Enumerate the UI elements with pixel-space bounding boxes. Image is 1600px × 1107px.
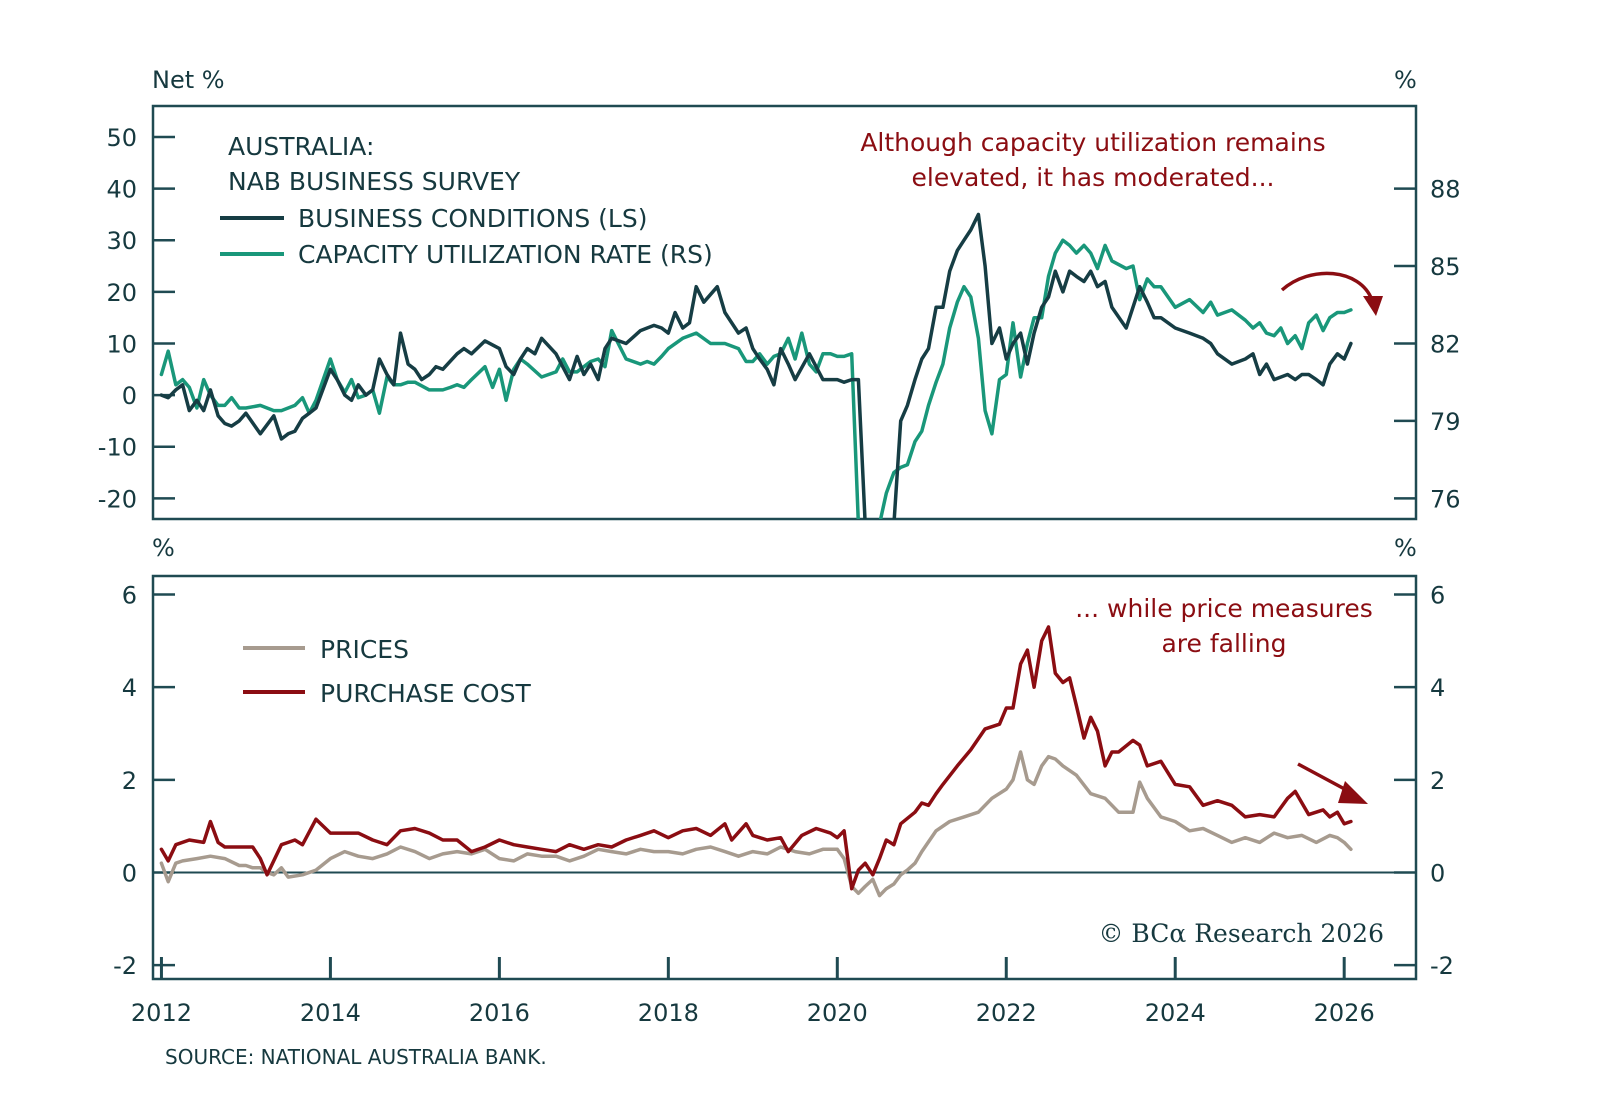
bottom-series-group [159, 625, 1353, 898]
x-tick-label: 2018 [638, 999, 699, 1027]
bottom-left-y-axis: 6 4 2 0 -2 [113, 582, 175, 980]
series-line-purchase-cost [159, 625, 1353, 891]
legend-label-business-conditions: BUSINESS CONDITIONS (LS) [298, 204, 647, 233]
bottom-left-tick-label: 2 [122, 767, 137, 795]
top-right-tick-label: 76 [1430, 485, 1461, 513]
top-left-axis-unit: Net % [152, 66, 225, 94]
bottom-left-tick-label: -2 [113, 952, 137, 980]
x-axis: 2012 2014 2016 2018 2020 2022 2024 2026 [131, 957, 1375, 1027]
legend-label-prices: PRICES [320, 635, 409, 664]
bottom-left-tick-label: 0 [122, 859, 137, 887]
bottom-right-tick-label: -2 [1430, 952, 1454, 980]
top-left-tick-label: 0 [122, 382, 137, 410]
legend-title-line-1: AUSTRALIA: [228, 132, 374, 161]
bottom-left-tick-label: 4 [122, 674, 137, 702]
x-tick-label: 2016 [469, 999, 530, 1027]
top-left-tick-label: 40 [106, 176, 137, 204]
bottom-legend: PRICES PURCHASE COST [243, 635, 531, 708]
bottom-right-tick-label: 4 [1430, 674, 1445, 702]
top-panel: Net % % 50 40 30 20 10 0 -10 -20 88 85 82 79 76 AUS… [98, 66, 1461, 521]
top-left-tick-label: -20 [98, 485, 137, 513]
top-left-tick-label: 10 [106, 330, 137, 358]
x-tick-label: 2012 [131, 999, 192, 1027]
bottom-annotation-line-1: ... while price measures [1075, 594, 1373, 623]
x-tick-label: 2026 [1314, 999, 1375, 1027]
source-note: SOURCE: NATIONAL AUSTRALIA BANK. [165, 1045, 547, 1069]
x-tick-label: 2024 [1145, 999, 1206, 1027]
bottom-right-axis-unit: % [1394, 534, 1417, 562]
top-plot-frame [151, 104, 1418, 521]
top-left-tick-label: 30 [106, 227, 137, 255]
legend-title-line-2: NAB BUSINESS SURVEY [228, 167, 521, 196]
legend-label-purchase-cost: PURCHASE COST [320, 679, 531, 708]
copyright-notice: © BCα Research 2026 [1098, 919, 1384, 948]
bottom-right-tick-label: 6 [1430, 582, 1445, 610]
bottom-plot-frame [151, 574, 1418, 981]
bottom-right-tick-label: 2 [1430, 767, 1445, 795]
top-right-tick-label: 88 [1430, 176, 1461, 204]
top-arrowhead-icon [1363, 296, 1383, 316]
bottom-right-tick-label: 0 [1430, 859, 1445, 887]
top-left-tick-label: 50 [106, 124, 137, 152]
bottom-arrowhead-icon [1338, 781, 1368, 804]
bottom-left-tick-label: 6 [122, 582, 137, 610]
series-line-business-conditions [159, 212, 1353, 519]
top-series-group [159, 212, 1353, 519]
top-left-tick-label: 20 [106, 279, 137, 307]
top-right-tick-label: 82 [1430, 330, 1461, 358]
x-tick-label: 2020 [807, 999, 868, 1027]
legend-label-capacity-utilization: CAPACITY UTILIZATION RATE (RS) [298, 240, 713, 269]
series-line-prices [159, 750, 1353, 898]
x-tick-label: 2014 [300, 999, 361, 1027]
top-annotation-line-2: elevated, it has moderated... [912, 163, 1275, 192]
top-right-y-axis: 88 85 82 79 76 [1394, 176, 1461, 513]
top-left-y-axis: 50 40 30 20 10 0 -10 -20 [98, 124, 175, 513]
top-right-tick-label: 79 [1430, 408, 1461, 436]
x-tick-label: 2022 [976, 999, 1037, 1027]
bottom-annotation-line-2: are falling [1161, 629, 1286, 658]
top-right-axis-unit: % [1394, 66, 1417, 94]
bottom-right-y-axis: 6 4 2 0 -2 [1394, 582, 1454, 980]
top-curved-arrow-icon [1280, 271, 1374, 301]
top-right-tick-label: 85 [1430, 253, 1461, 281]
top-annotation-line-1: Although capacity utilization remains [860, 128, 1325, 157]
top-left-tick-label: -10 [98, 434, 137, 462]
top-legend: AUSTRALIA: NAB BUSINESS SURVEY BUSINESS … [220, 132, 713, 269]
bottom-left-axis-unit: % [152, 534, 175, 562]
